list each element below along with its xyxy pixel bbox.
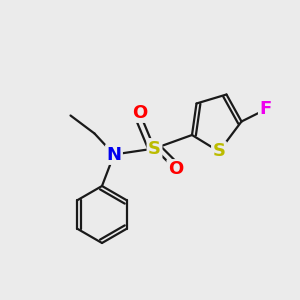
Text: S: S xyxy=(212,142,226,160)
Text: N: N xyxy=(106,146,122,164)
Text: O: O xyxy=(132,103,147,122)
Text: O: O xyxy=(168,160,183,178)
Text: F: F xyxy=(260,100,272,118)
Text: S: S xyxy=(148,140,161,158)
